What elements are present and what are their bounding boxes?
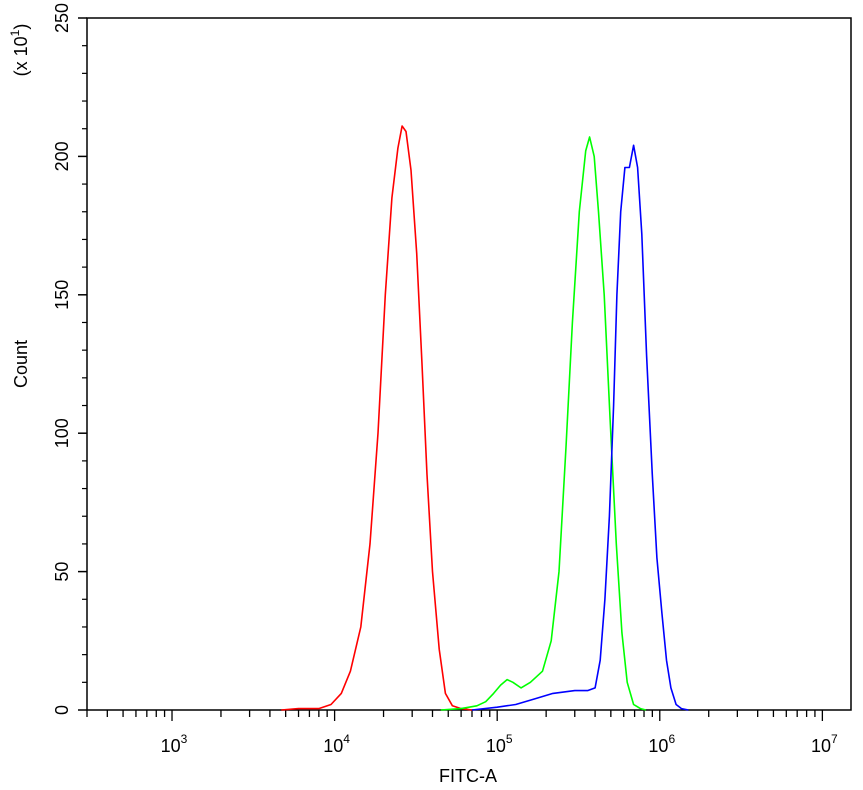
y-axis-title: Count	[11, 340, 31, 388]
y-tick-label: 150	[52, 280, 72, 310]
series-line-2	[440, 136, 647, 711]
x-tick-label: 106	[648, 732, 675, 756]
histogram-series	[281, 125, 689, 711]
y-tick-label: 100	[52, 418, 72, 448]
x-tick-label: 107	[811, 732, 838, 756]
x-axis-ticks: 103 104 105 106 107	[86, 710, 838, 756]
x-axis-title: FITC-A	[439, 766, 497, 786]
y-tick-label: 0	[52, 705, 72, 715]
y-tick-label: 200	[52, 141, 72, 171]
series-line-3	[471, 144, 689, 711]
y-tick-label: 50	[52, 562, 72, 582]
plot-area	[86, 17, 852, 711]
y-multiplier-exponent: 1	[8, 29, 22, 36]
y-axis-ticks: 0 50 100 150 200 250	[52, 3, 87, 715]
y-multiplier-label: (x 101)	[8, 24, 31, 77]
x-tick-label: 105	[486, 732, 513, 756]
y-tick-label: 250	[52, 3, 72, 33]
series-line-1	[281, 125, 473, 711]
x-tick-label: 103	[161, 732, 188, 756]
x-tick-label: 104	[323, 732, 350, 756]
